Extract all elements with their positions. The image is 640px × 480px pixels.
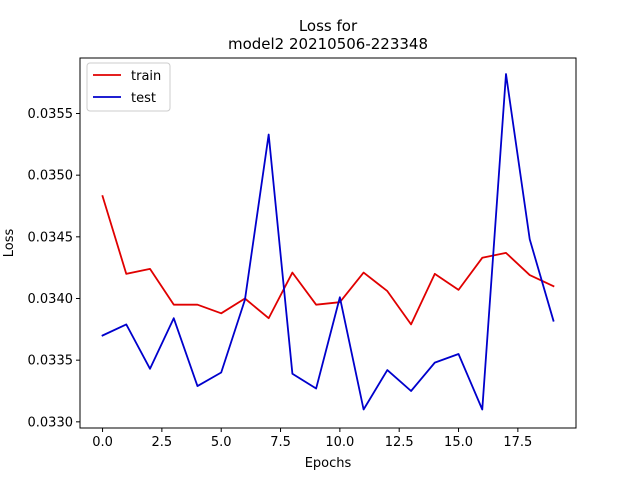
plot-frame [79,57,577,429]
x-tick-label: 5.0 [211,435,232,450]
x-tick-label: 2.5 [152,435,173,450]
x-tick-label: 7.5 [270,435,291,450]
chart-title-line-1: Loss for [299,17,358,35]
y-tick-label: 0.0330 [28,415,74,430]
series-line-train [101,195,555,326]
chart-title-line-2: model2 20210506-223348 [228,35,428,53]
y-tick-label: 0.0345 [28,230,74,245]
y-tick-label: 0.0335 [28,354,74,369]
x-axis-ticks: 0.0 2.5 5.0 7.5 10.0 12.5 15.0 17.5 [92,428,532,450]
series-lines [101,73,555,411]
series-line-test [101,73,555,411]
y-tick-label: 0.0340 [28,292,74,307]
x-tick-label: 17.5 [503,435,532,450]
legend-label-train: train [131,69,161,84]
y-axis-label: Loss [2,229,17,258]
y-axis-ticks: 0.0330 0.0335 0.0340 0.0345 0.0350 0.0355 [28,107,80,430]
x-tick-label: 10.0 [325,435,354,450]
x-axis-label: Epochs [305,456,352,471]
x-tick-label: 0.0 [92,435,113,450]
y-tick-label: 0.0350 [28,169,74,184]
legend: train test [86,62,171,112]
legend-label-test: test [131,91,156,106]
x-tick-label: 15.0 [444,435,473,450]
plot-area [80,58,576,428]
x-tick-label: 12.5 [385,435,414,450]
y-tick-label: 0.0355 [28,107,74,122]
